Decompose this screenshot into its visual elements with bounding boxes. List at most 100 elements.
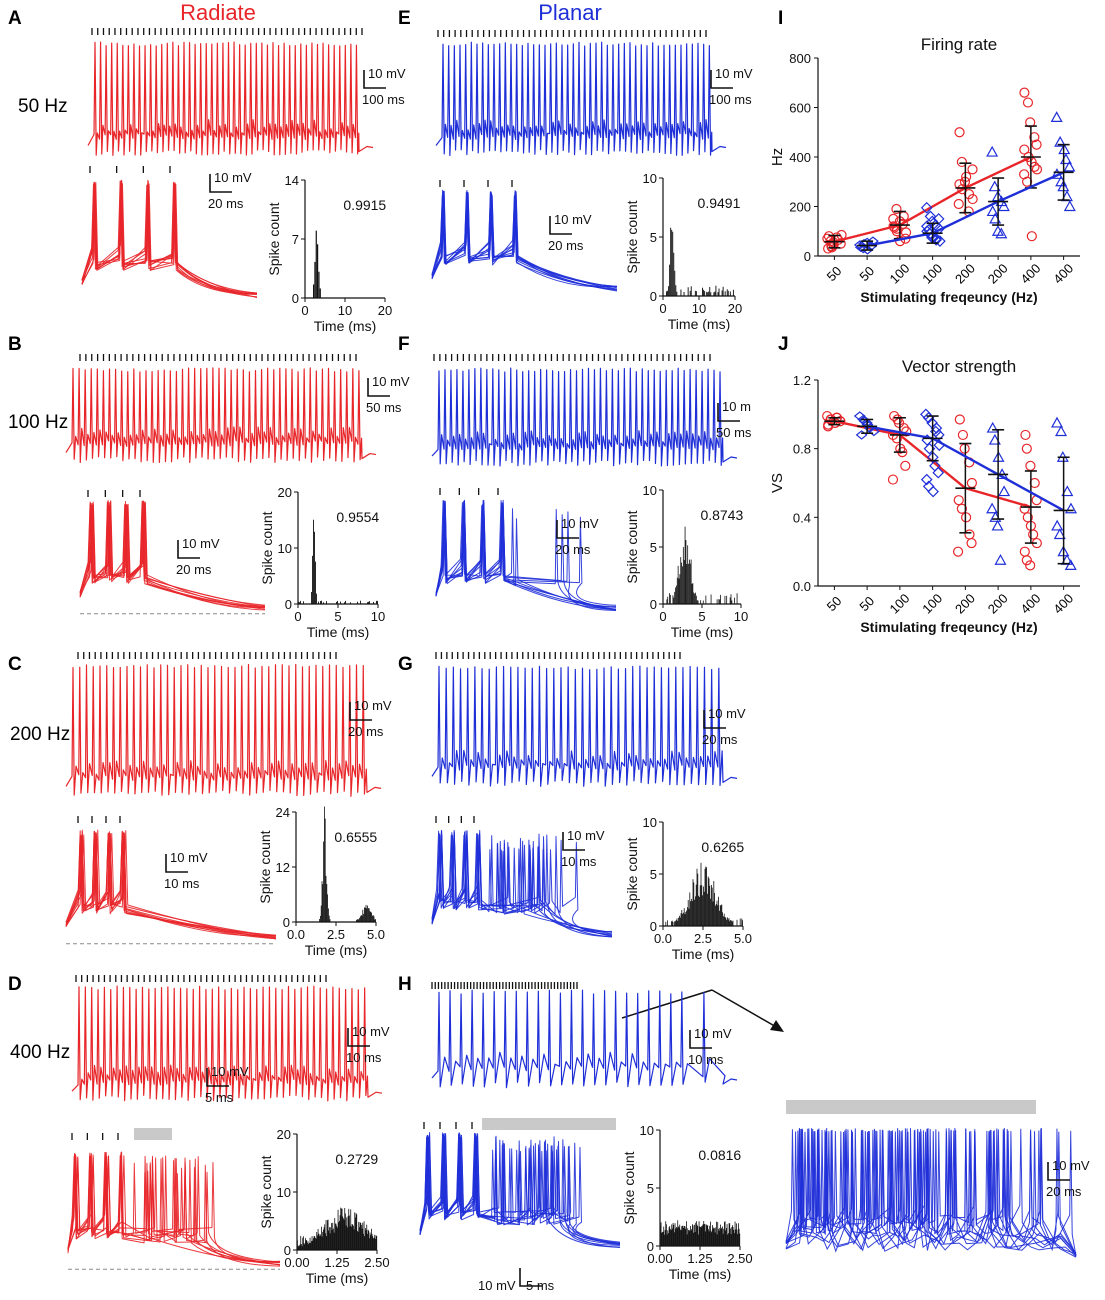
histogram-bar xyxy=(336,601,337,604)
x-tick-label: 400 xyxy=(1050,591,1076,617)
scale-bar-d1: 10 mV 10 ms xyxy=(346,1024,390,1065)
scale-bar-time: 20 ms xyxy=(555,542,591,557)
vector-strength-value: 0.0816 xyxy=(698,1147,741,1163)
histogram-bar xyxy=(671,229,673,296)
histogram-bar xyxy=(309,1242,310,1250)
x-tick-label: 0.00 xyxy=(647,1251,672,1266)
histogram-bar xyxy=(665,1221,667,1246)
scale-bar-time: 20 ms xyxy=(548,238,584,253)
histogram-bar xyxy=(340,601,341,604)
histogram-bar xyxy=(677,565,679,604)
histogram-ylabel: Spike count xyxy=(624,837,640,910)
scale-bar-voltage: 10 mV xyxy=(1052,1158,1090,1173)
y-tick-label: 5 xyxy=(650,540,657,555)
histogram-bar xyxy=(321,1236,323,1250)
histogram-bar xyxy=(700,862,702,926)
data-point xyxy=(1025,460,1036,471)
histogram-bar xyxy=(329,919,331,922)
trace-panel-c-top xyxy=(65,652,382,797)
histogram-bar xyxy=(688,563,689,604)
histogram-bar xyxy=(675,1228,677,1246)
histogram-bar xyxy=(313,284,315,298)
data-point xyxy=(994,554,1007,565)
histogram-bar xyxy=(675,921,676,926)
histogram-bar xyxy=(344,602,345,604)
histogram-bar xyxy=(736,1229,738,1246)
histogram-bar xyxy=(317,244,319,298)
histogram-bar xyxy=(319,288,321,298)
histogram-bar xyxy=(361,1228,363,1250)
y-tick-label: 10 xyxy=(640,1123,654,1138)
histogram-bar xyxy=(671,920,673,926)
histogram-bar xyxy=(721,290,723,296)
histogram-bar xyxy=(705,595,707,604)
histogram-bar xyxy=(307,1242,308,1250)
membrane-trace xyxy=(71,985,383,1102)
histogram-bar xyxy=(312,555,313,604)
scale-bar-a1: 10 mV 100 ms xyxy=(362,66,406,107)
histogram-bar xyxy=(732,1225,733,1246)
histogram-bar xyxy=(309,1237,311,1250)
zoom-sweep-trace xyxy=(785,1128,1077,1254)
histogram-bar xyxy=(320,915,321,922)
scale-bar-time: 10 ms xyxy=(346,1050,382,1065)
histogram-bar xyxy=(731,1227,733,1246)
trace-panel-g-bot xyxy=(431,816,613,938)
scale-bar-time: 10 ms xyxy=(688,1052,724,1067)
histogram-bar xyxy=(327,894,328,922)
histogram-bar xyxy=(336,1226,338,1250)
histogram-bar xyxy=(313,519,314,604)
histogram-bar xyxy=(684,914,686,926)
scale-bar-voltage: 10 mV xyxy=(561,516,599,531)
histogram-bar xyxy=(677,1220,679,1246)
histogram-bar xyxy=(682,547,684,604)
panel-letter-f: F xyxy=(398,334,410,355)
data-point xyxy=(861,245,874,255)
histogram-xlabel: Time (ms) xyxy=(668,316,730,332)
y-tick-label: 800 xyxy=(789,51,811,66)
histogram-bar xyxy=(319,1235,320,1250)
scale-bar-lines xyxy=(562,832,585,851)
histogram-bar xyxy=(666,291,668,296)
data-point xyxy=(1063,160,1076,172)
membrane-trace xyxy=(431,367,738,467)
histogram-bar xyxy=(310,1243,312,1250)
data-point xyxy=(986,145,999,157)
histogram-bar xyxy=(695,1222,697,1246)
histogram-bar xyxy=(669,1226,671,1246)
y-tick-label: 0 xyxy=(284,1243,291,1258)
histogram-bar xyxy=(736,593,738,604)
histogram-bar xyxy=(695,595,697,604)
histogram-bar xyxy=(348,1208,350,1250)
histogram-bar xyxy=(720,1224,721,1246)
histogram-bar xyxy=(326,601,327,604)
data-point xyxy=(932,213,945,225)
y-tick-label: 5 xyxy=(650,867,657,882)
histogram-bar xyxy=(303,601,304,604)
histogram-bar xyxy=(684,1226,685,1246)
data-point xyxy=(954,127,965,138)
histogram-ylabel: Spike count xyxy=(621,1151,637,1224)
histogram-bar xyxy=(303,1242,305,1250)
histogram-bar xyxy=(375,1235,377,1250)
x-tick-label: 5 xyxy=(334,609,341,624)
histogram-bar xyxy=(680,1230,682,1246)
histogram-bar xyxy=(734,1233,735,1246)
histogram-bar xyxy=(726,1227,727,1246)
data-point xyxy=(967,193,978,205)
scalebars-layer: 10 mV 100 ms 10 mV 20 ms 10 mV 100 ms 10 mV 20 … xyxy=(164,66,1090,1293)
histogram-bar xyxy=(676,918,678,926)
y-tick-label: 10 xyxy=(277,1185,291,1200)
histogram-ylabel: Spike count xyxy=(624,510,640,583)
zoom-sweep-trace xyxy=(785,1128,1077,1257)
data-point xyxy=(956,156,967,168)
scale-bar-time: 100 ms xyxy=(362,92,405,107)
y-tick-label: 24 xyxy=(276,805,290,820)
trace-panel-f-bot xyxy=(435,488,617,612)
scale-bar-e2: 10 mV 20 ms xyxy=(548,212,592,253)
x-tick-label: 0.00 xyxy=(284,1255,309,1270)
histogram-bar xyxy=(337,1209,339,1250)
histogram-bar xyxy=(358,1221,360,1250)
data-point xyxy=(998,485,1011,497)
